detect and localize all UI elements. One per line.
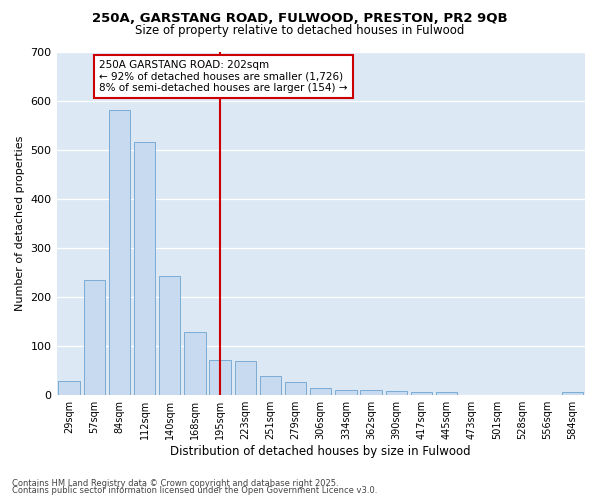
- Bar: [109, 110, 130, 395]
- Text: Size of property relative to detached houses in Fulwood: Size of property relative to detached ho…: [136, 24, 464, 37]
- Text: Contains HM Land Registry data © Crown copyright and database right 2025.: Contains HM Land Registry data © Crown c…: [12, 478, 338, 488]
- Bar: [260, 376, 281, 394]
- Bar: [235, 362, 256, 394]
- Bar: [134, 142, 155, 394]
- Bar: [58, 382, 80, 394]
- Bar: [310, 388, 331, 394]
- Bar: [562, 392, 583, 394]
- Text: 250A GARSTANG ROAD: 202sqm
← 92% of detached houses are smaller (1,726)
8% of se: 250A GARSTANG ROAD: 202sqm ← 92% of deta…: [99, 60, 347, 94]
- Text: Contains public sector information licensed under the Open Government Licence v3: Contains public sector information licen…: [12, 486, 377, 495]
- Bar: [184, 332, 206, 394]
- Bar: [285, 382, 307, 394]
- X-axis label: Distribution of detached houses by size in Fulwood: Distribution of detached houses by size …: [170, 444, 471, 458]
- Bar: [386, 392, 407, 394]
- Bar: [159, 276, 181, 394]
- Bar: [361, 390, 382, 394]
- Bar: [335, 390, 356, 394]
- Bar: [83, 280, 105, 394]
- Bar: [411, 392, 432, 394]
- Y-axis label: Number of detached properties: Number of detached properties: [15, 136, 25, 311]
- Text: 250A, GARSTANG ROAD, FULWOOD, PRESTON, PR2 9QB: 250A, GARSTANG ROAD, FULWOOD, PRESTON, P…: [92, 12, 508, 26]
- Bar: [436, 392, 457, 394]
- Bar: [209, 360, 231, 394]
